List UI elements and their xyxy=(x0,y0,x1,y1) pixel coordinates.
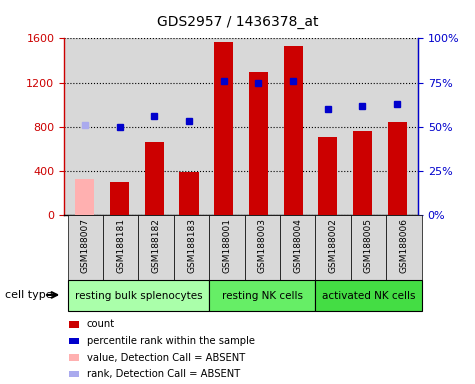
Text: GSM188182: GSM188182 xyxy=(152,218,161,273)
Text: value, Detection Call = ABSENT: value, Detection Call = ABSENT xyxy=(86,353,245,362)
Bar xyxy=(67,215,103,280)
Text: GSM188001: GSM188001 xyxy=(222,218,231,273)
Text: GDS2957 / 1436378_at: GDS2957 / 1436378_at xyxy=(157,15,318,29)
Bar xyxy=(103,215,138,280)
Bar xyxy=(76,179,95,215)
Bar xyxy=(174,215,209,280)
Text: GSM188183: GSM188183 xyxy=(187,218,196,273)
Bar xyxy=(284,46,303,215)
Text: GSM188004: GSM188004 xyxy=(293,218,302,273)
Bar xyxy=(209,280,315,311)
Text: GSM188003: GSM188003 xyxy=(258,218,267,273)
Bar xyxy=(209,215,245,280)
Bar xyxy=(249,72,268,215)
Bar xyxy=(180,172,199,215)
Text: cell type: cell type xyxy=(5,290,52,300)
Bar xyxy=(353,131,372,215)
Bar xyxy=(388,122,407,215)
Text: count: count xyxy=(86,319,114,329)
Bar xyxy=(315,280,421,311)
Bar xyxy=(386,215,421,280)
Bar xyxy=(245,215,280,280)
Text: percentile rank within the sample: percentile rank within the sample xyxy=(86,336,255,346)
Text: resting NK cells: resting NK cells xyxy=(222,291,303,301)
Text: GSM188005: GSM188005 xyxy=(364,218,373,273)
Text: resting bulk splenocytes: resting bulk splenocytes xyxy=(75,291,202,301)
Bar xyxy=(145,142,164,215)
Text: GSM188002: GSM188002 xyxy=(329,218,338,273)
Text: GSM188006: GSM188006 xyxy=(399,218,408,273)
Bar xyxy=(351,215,386,280)
Bar xyxy=(315,215,351,280)
Text: activated NK cells: activated NK cells xyxy=(322,291,415,301)
Text: rank, Detection Call = ABSENT: rank, Detection Call = ABSENT xyxy=(86,369,240,379)
Bar xyxy=(67,280,209,311)
Bar xyxy=(318,137,337,215)
Bar xyxy=(214,42,233,215)
Bar xyxy=(280,215,315,280)
Text: GSM188007: GSM188007 xyxy=(81,218,90,273)
Bar xyxy=(110,182,129,215)
Bar xyxy=(138,215,174,280)
Text: GSM188181: GSM188181 xyxy=(116,218,125,273)
